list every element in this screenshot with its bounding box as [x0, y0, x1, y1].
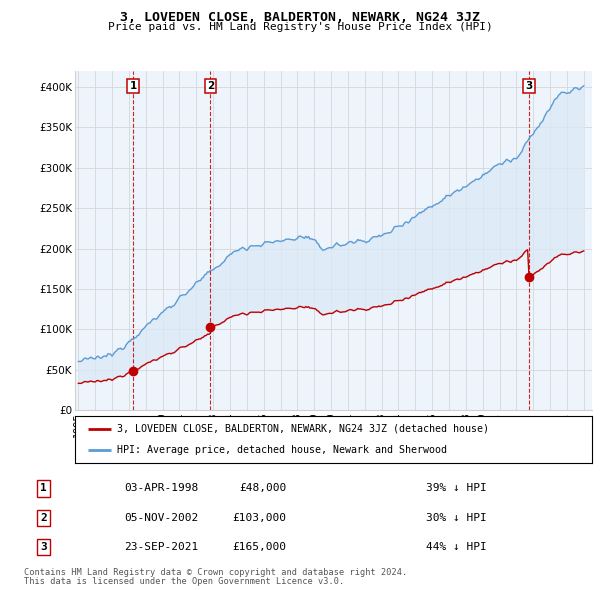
Text: 39% ↓ HPI: 39% ↓ HPI — [426, 483, 487, 493]
Text: 05-NOV-2002: 05-NOV-2002 — [124, 513, 199, 523]
Text: £165,000: £165,000 — [232, 542, 286, 552]
Text: 3: 3 — [525, 81, 532, 91]
Text: 2: 2 — [207, 81, 214, 91]
Text: 23-SEP-2021: 23-SEP-2021 — [124, 542, 199, 552]
Text: £48,000: £48,000 — [239, 483, 286, 493]
Text: Price paid vs. HM Land Registry's House Price Index (HPI): Price paid vs. HM Land Registry's House … — [107, 22, 493, 32]
Text: Contains HM Land Registry data © Crown copyright and database right 2024.: Contains HM Land Registry data © Crown c… — [24, 568, 407, 576]
Text: HPI: Average price, detached house, Newark and Sherwood: HPI: Average price, detached house, Newa… — [118, 445, 448, 455]
Text: 44% ↓ HPI: 44% ↓ HPI — [426, 542, 487, 552]
Text: 2: 2 — [40, 513, 47, 523]
Text: 03-APR-1998: 03-APR-1998 — [124, 483, 199, 493]
Text: 1: 1 — [130, 81, 137, 91]
Text: This data is licensed under the Open Government Licence v3.0.: This data is licensed under the Open Gov… — [24, 577, 344, 586]
Text: £103,000: £103,000 — [232, 513, 286, 523]
Text: 1: 1 — [40, 483, 47, 493]
Text: 3: 3 — [40, 542, 47, 552]
Text: 3, LOVEDEN CLOSE, BALDERTON, NEWARK, NG24 3JZ (detached house): 3, LOVEDEN CLOSE, BALDERTON, NEWARK, NG2… — [118, 424, 490, 434]
Text: 3, LOVEDEN CLOSE, BALDERTON, NEWARK, NG24 3JZ: 3, LOVEDEN CLOSE, BALDERTON, NEWARK, NG2… — [120, 11, 480, 24]
Text: 30% ↓ HPI: 30% ↓ HPI — [426, 513, 487, 523]
